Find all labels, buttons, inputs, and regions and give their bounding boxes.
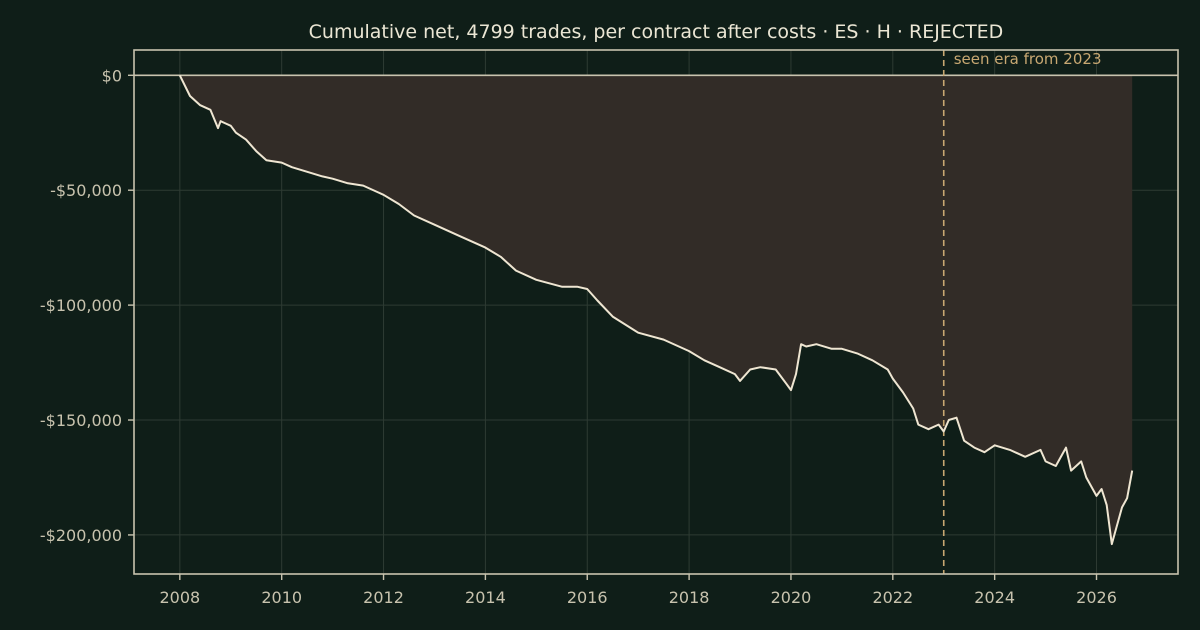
- y-tick-label: -$200,000: [40, 526, 122, 545]
- x-tick-label: 2014: [465, 588, 506, 607]
- x-tick-label: 2018: [669, 588, 710, 607]
- x-tick-label: 2026: [1076, 588, 1117, 607]
- plot-frame: [133, 49, 1179, 575]
- y-tick-label: -$100,000: [40, 296, 122, 315]
- x-tick-label: 2012: [363, 588, 404, 607]
- x-tick-label: 2024: [974, 588, 1015, 607]
- y-tick-label: -$150,000: [40, 411, 122, 430]
- x-tick-label: 2020: [771, 588, 812, 607]
- chart-title: Cumulative net, 4799 trades, per contrac…: [309, 21, 1004, 43]
- x-tick-label: 2022: [872, 588, 913, 607]
- x-tick-label: 2008: [159, 588, 200, 607]
- y-tick-label: $0: [102, 66, 122, 85]
- x-axis: 2008 2010 2012 2014 2016 2018 2020 2022 2024 2026: [159, 574, 1117, 607]
- y-axis: $0 -$50,000 -$100,000 -$150,000 -$200,000: [40, 66, 134, 545]
- y-tick-label: -$50,000: [50, 181, 122, 200]
- seen-era-label: seen era from 2023: [954, 50, 1102, 68]
- x-tick-label: 2016: [567, 588, 608, 607]
- cumulative-net-line: [178, 74, 1134, 546]
- drawdown-fill: [179, 75, 1133, 545]
- x-tick-label: 2010: [261, 588, 302, 607]
